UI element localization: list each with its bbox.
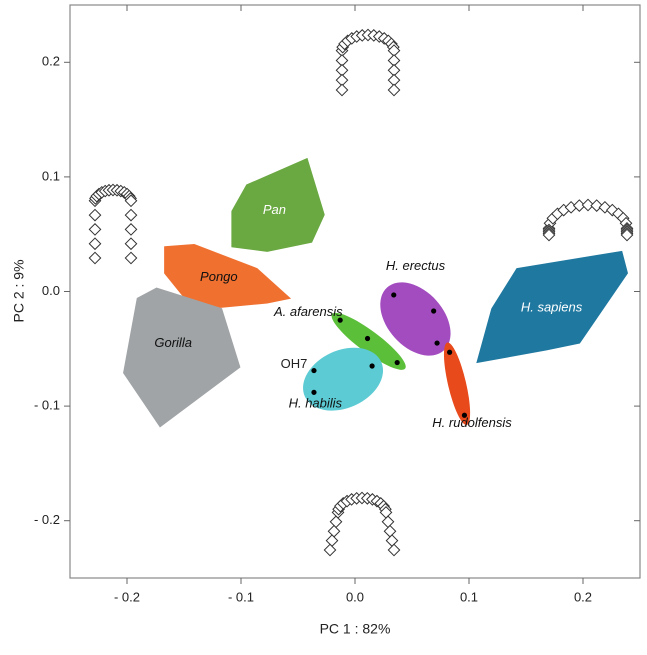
specimen-point <box>447 350 452 355</box>
arch-diamond <box>388 84 399 95</box>
arch-diamond <box>326 535 337 546</box>
x-tick-label: - 0.2 <box>114 589 140 604</box>
group-label: Pongo <box>200 269 238 284</box>
arch-diamond <box>89 224 100 235</box>
arch-diamond <box>336 84 347 95</box>
specimen-point <box>311 368 316 373</box>
y-tick-label: 0.2 <box>42 54 60 69</box>
group-ellipse <box>439 340 476 427</box>
x-tick-label: - 0.1 <box>228 589 254 604</box>
arch-diamond <box>330 516 341 527</box>
arch-diamond <box>382 516 393 527</box>
specimen-point <box>370 363 375 368</box>
y-tick-label: - 0.1 <box>34 398 60 413</box>
arch-diamond <box>324 544 335 555</box>
arch-diamond <box>384 526 395 537</box>
x-tick-label: 0.1 <box>460 589 478 604</box>
arch-diamond <box>89 238 100 249</box>
arch-diamond <box>89 252 100 263</box>
group-hull <box>124 288 240 427</box>
y-tick-label: 0.1 <box>42 168 60 183</box>
specimen-point <box>395 360 400 365</box>
specimen-point <box>431 308 436 313</box>
x-tick-label: 0.0 <box>346 589 364 604</box>
y-tick-label: 0.0 <box>42 283 60 298</box>
arch-diamond <box>328 526 339 537</box>
arch-diamond <box>125 209 136 220</box>
arch-diamond <box>388 544 399 555</box>
group-label: Gorilla <box>154 335 192 350</box>
x-axis-label: PC 1 : 82% <box>320 621 391 637</box>
chart: PC 1 : 82% PC 2 : 9% - 0.2 - 0.1 0.0 0.1 0.2… <box>0 0 647 650</box>
group-label: A. afarensis <box>273 304 343 319</box>
annotation: OH7 <box>281 356 308 371</box>
y-tick-label: - 0.2 <box>34 512 60 527</box>
arch-diamond <box>125 238 136 249</box>
group-label: H. sapiens <box>521 300 583 315</box>
specimen-point <box>434 340 439 345</box>
y-axis-label: PC 2 : 9% <box>11 259 27 322</box>
group-label: Pan <box>263 202 286 217</box>
specimen-point <box>311 390 316 395</box>
arch-diamond <box>89 209 100 220</box>
arch-diamond <box>125 252 136 263</box>
arch-diamond <box>386 535 397 546</box>
specimen-point <box>391 292 396 297</box>
group-label: H. habilis <box>289 396 343 411</box>
arch-diamond <box>125 224 136 235</box>
specimen-point <box>365 336 370 341</box>
x-tick-label: 0.2 <box>574 589 592 604</box>
group-label: H. erectus <box>386 258 446 273</box>
group-label: H. rudolfensis <box>432 415 512 430</box>
